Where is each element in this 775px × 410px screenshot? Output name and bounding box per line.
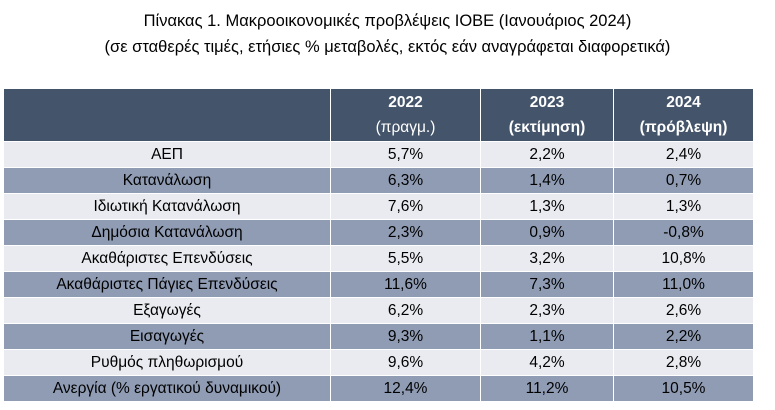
table-body: ΑΕΠ 5,7% 2,2% 2,4% Κατανάλωση 6,3% 1,4% 0,7% Ιδι… [3, 141, 754, 402]
note: (πραγμ.) [375, 119, 436, 136]
row-label: Ιδιωτική Κατανάλωση [3, 193, 331, 220]
table-row: Εισαγωγές 9,3% 1,1% 2,2% [3, 323, 754, 350]
row-label: Ρυθμός πληθωρισμού [3, 349, 331, 376]
value-cell: 5,5% [330, 245, 481, 272]
value-cell: 1,3% [480, 193, 614, 220]
header-row: 2022 (πραγμ.) 2023 (εκτίμηση) 2024 (πρόβλεψη) [3, 88, 754, 142]
value-cell: 9,3% [330, 323, 481, 350]
year: 2022 [388, 94, 423, 111]
note: (εκτίμηση) [508, 119, 586, 136]
header-cell: 2023 (εκτίμηση) [480, 88, 614, 142]
year: 2024 [666, 94, 701, 111]
value-cell: 11,0% [613, 271, 754, 298]
value-cell: 1,4% [480, 167, 614, 194]
value-cell: 2,2% [613, 323, 754, 350]
table-row: Ακαθάριστες Πάγιες Επενδύσεις 11,6% 7,3% 11… [3, 271, 754, 298]
value-cell: 6,2% [330, 297, 481, 324]
value-cell: 1,1% [480, 323, 614, 350]
value-cell: 12,4% [330, 375, 481, 402]
table-row: Κατανάλωση 6,3% 1,4% 0,7% [3, 167, 754, 194]
header-cell [3, 88, 331, 142]
value-cell: 5,7% [330, 141, 481, 168]
row-label: ΑΕΠ [3, 141, 331, 168]
note: (πρόβλεψη) [639, 119, 728, 136]
value-cell: 10,5% [613, 375, 754, 402]
value-cell: 11,2% [480, 375, 614, 402]
year: 2023 [529, 94, 565, 111]
value-cell: 2,8% [613, 349, 754, 376]
row-label: Ακαθάριστες Πάγιες Επενδύσεις [3, 271, 331, 298]
value-cell: 7,6% [330, 193, 481, 220]
table-row: Ιδιωτική Κατανάλωση 7,6% 1,3% 1,3% [3, 193, 754, 220]
value-cell: 0,9% [480, 219, 614, 246]
value-cell: 2,3% [330, 219, 481, 246]
forecast-table: 2022 (πραγμ.) 2023 (εκτίμηση) 2024 (πρόβλεψη)… [3, 88, 754, 402]
row-label: Δημόσια Κατανάλωση [3, 219, 331, 246]
row-label: Κατανάλωση [3, 167, 331, 194]
value-cell: 2,2% [480, 141, 614, 168]
row-label: Ακαθάριστες Επενδύσεις [3, 245, 331, 272]
value-cell: 3,2% [480, 245, 614, 272]
table-row: Ακαθάριστες Επενδύσεις 5,5% 3,2% 10,8% [3, 245, 754, 272]
title: Πίνακας 1. Μακροοικονομικές προβλέψεις Ι… [143, 12, 632, 30]
value-cell: 2,4% [613, 141, 754, 168]
value-cell: 11,6% [330, 271, 481, 298]
table-row: Εξαγωγές 6,2% 2,3% 2,6% [3, 297, 754, 324]
value-cell: 6,3% [330, 167, 481, 194]
value-cell: 2,6% [613, 297, 754, 324]
value-cell: -0,8% [613, 219, 754, 246]
row-label: Εξαγωγές [3, 297, 331, 324]
table-row: Ανεργία (% εργατικού δυναμικού) 12,4% 11,2… [3, 375, 754, 402]
value-cell: 9,6% [330, 349, 481, 376]
value-cell: 2,3% [480, 297, 614, 324]
value-cell: 1,3% [613, 193, 754, 220]
value-cell: 10,8% [613, 245, 754, 272]
table-row: Ρυθμός πληθωρισμού 9,6% 4,2% 2,8% [3, 349, 754, 376]
table-row: Δημόσια Κατανάλωση 2,3% 0,9% -0,8% [3, 219, 754, 246]
header-cell: 2022 (πραγμ.) [330, 88, 481, 142]
table-row: ΑΕΠ 5,7% 2,2% 2,4% [3, 141, 754, 168]
subtitle: (σε σταθερές τιμές, ετήσιες % μεταβολές,… [104, 38, 671, 56]
value-cell: 4,2% [480, 349, 614, 376]
header-cell: 2024 (πρόβλεψη) [613, 88, 754, 142]
value-cell: 0,7% [613, 167, 754, 194]
row-label: Εισαγωγές [3, 323, 331, 350]
row-label: Ανεργία (% εργατικού δυναμικού) [3, 375, 331, 402]
value-cell: 7,3% [480, 271, 614, 298]
